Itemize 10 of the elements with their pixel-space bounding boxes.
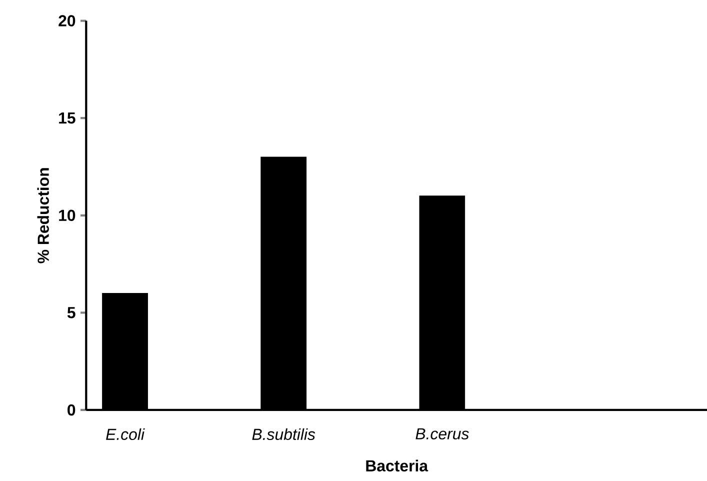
y-axis-title: % Reduction <box>37 168 49 264</box>
x-axis-title: Bacteria <box>366 460 428 472</box>
x-tick-label: B.subtilis <box>252 428 316 440</box>
y-tick-label: 5 <box>67 307 76 318</box>
y-tick-label: 15 <box>59 112 76 124</box>
y-tick-label: 10 <box>59 210 76 221</box>
y-tick-label: 20 <box>58 15 76 26</box>
x-tick-label: B.cerus <box>416 428 469 440</box>
x-tick-label: E.coli <box>106 428 145 440</box>
y-tick-label: 0 <box>68 404 76 416</box>
